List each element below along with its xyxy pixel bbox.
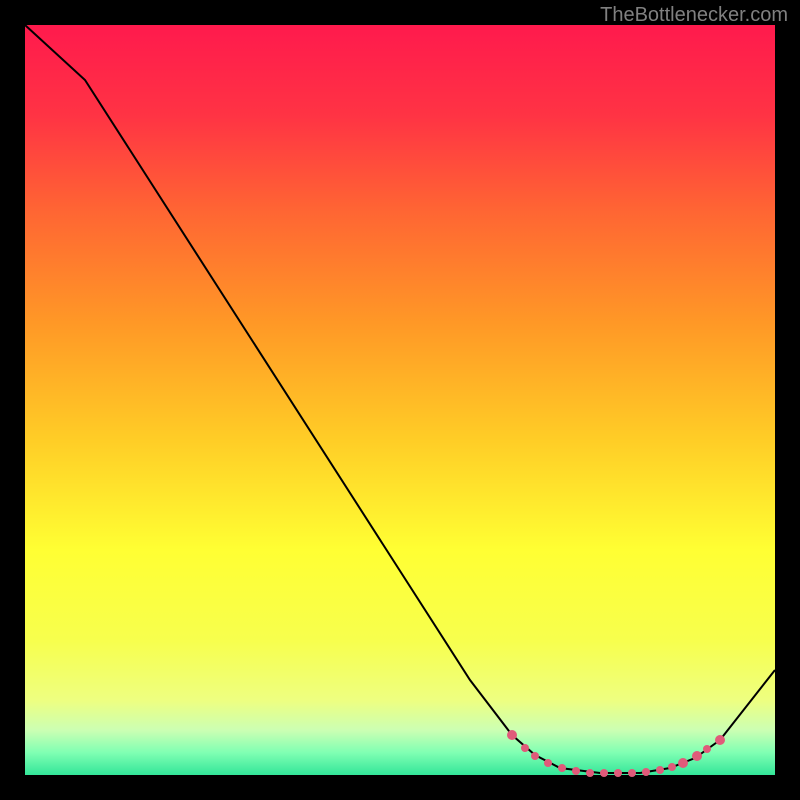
curve-marker [521,744,529,752]
curve-marker [586,769,594,777]
curve-marker [668,763,676,771]
curve-marker [678,758,688,768]
curve-marker [642,768,650,776]
curve-marker [507,730,517,740]
curve-marker [600,769,608,777]
curve-marker [531,752,539,760]
curve-marker [656,766,664,774]
curve-marker [703,745,711,753]
curve-marker [628,769,636,777]
curve-marker [614,769,622,777]
bottleneck-chart [0,0,800,800]
curve-marker [544,759,552,767]
plot-background [25,25,775,775]
watermark-text: TheBottlenecker.com [600,4,788,27]
curve-marker [692,751,702,761]
curve-marker [715,735,725,745]
curve-marker [558,764,566,772]
curve-marker [572,767,580,775]
chart-container: TheBottlenecker.com [0,0,800,800]
